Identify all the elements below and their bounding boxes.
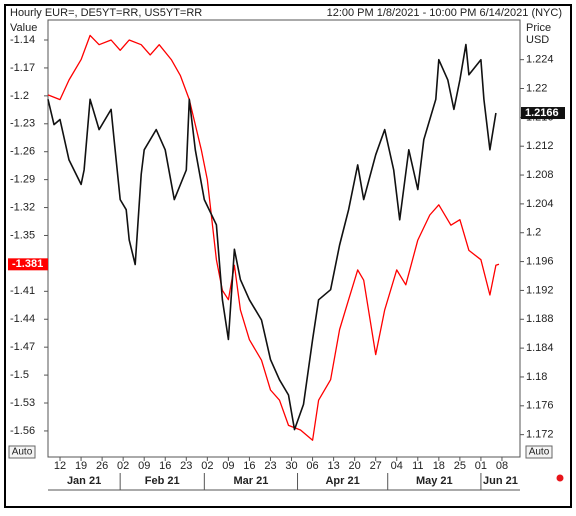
y2-tick-label: 1.188 [526, 313, 554, 325]
x-tick-label: 06 [306, 460, 318, 472]
y2-tick-label: 1.22 [526, 82, 547, 94]
chart-title: Hourly EUR=, DE5YT=RR, US5YT=RR [10, 7, 202, 19]
y-tick-label: -1.32 [10, 201, 35, 213]
y-axis-label: Value [10, 22, 37, 34]
y2-tick-label: 1.184 [526, 342, 554, 354]
chart-subtitle: 12:00 PM 1/8/2021 - 10:00 PM 6/14/2021 (… [327, 7, 562, 19]
y-tick-label: -1.23 [10, 118, 35, 130]
y-tick-label: -1.35 [10, 229, 35, 241]
last-value-tag: 1.2166 [521, 107, 565, 120]
series-line [47, 34, 500, 441]
x-tick-label: 02 [201, 460, 213, 472]
y2-tick-label: 1.196 [526, 255, 554, 267]
status-dot [556, 474, 564, 482]
last-value-label: 1.2166 [525, 107, 559, 119]
auto-button-label[interactable]: Auto [12, 447, 33, 458]
series-line [47, 43, 497, 431]
x-group-label: Feb 21 [145, 475, 180, 487]
x-tick-label: 27 [370, 460, 382, 472]
auto-button[interactable]: Auto [525, 445, 553, 459]
x-tick-label: 01 [475, 460, 487, 472]
x-group-label: Mar 21 [234, 475, 269, 487]
last-value-label: -1.381 [12, 258, 43, 270]
x-group-label: May 21 [416, 475, 453, 487]
y2-tick-label: 1.18 [526, 371, 547, 383]
y2-tick-label: 1.2 [526, 227, 541, 239]
y-tick-label: -1.44 [10, 313, 35, 325]
x-group-label: Jan 21 [67, 475, 101, 487]
x-tick-label: 16 [243, 460, 255, 472]
y-tick-label: -1.2 [10, 90, 29, 102]
plot-area [47, 19, 521, 458]
y2-tick-label: 1.224 [526, 54, 554, 66]
y-tick-label: -1.17 [10, 62, 35, 74]
x-tick-label: 08 [496, 460, 508, 472]
y2-tick-label: 1.212 [526, 140, 554, 152]
x-tick-label: 23 [264, 460, 276, 472]
x-tick-label: 13 [327, 460, 339, 472]
x-tick-label: 30 [285, 460, 297, 472]
y-tick-label: -1.41 [10, 285, 35, 297]
last-value-box [8, 258, 48, 271]
x-tick-label: 26 [96, 460, 108, 472]
x-tick-label: 20 [349, 460, 361, 472]
x-tick-label: 11 [412, 460, 423, 472]
frame [4, 4, 572, 508]
x-group-label: Apr 21 [325, 475, 359, 487]
y-tick-label: -1.47 [10, 341, 35, 353]
y2-axis-label: USD [526, 34, 549, 46]
auto-button-label[interactable]: Auto [529, 447, 550, 458]
x-tick-label: 19 [75, 460, 87, 472]
y2-tick-label: 1.172 [526, 429, 554, 441]
y-tick-label: -1.56 [10, 425, 35, 437]
x-tick-label: 12 [54, 460, 66, 472]
x-tick-label: 16 [159, 460, 171, 472]
x-group-label: Jun 21 [483, 475, 518, 487]
y2-tick-label: 1.208 [526, 169, 554, 181]
auto-button[interactable]: Auto [8, 445, 36, 459]
y2-tick-label: 1.204 [526, 198, 554, 210]
y-tick-label: -1.5 [10, 369, 29, 381]
x-tick-label: 04 [391, 460, 403, 472]
y-tick-label: -1.29 [10, 174, 35, 186]
y-tick-label: -1.26 [10, 146, 35, 158]
y-tick-label: -1.14 [10, 34, 35, 46]
x-tick-label: 25 [454, 460, 466, 472]
x-tick-label: 09 [222, 460, 234, 472]
x-tick-label: 09 [138, 460, 150, 472]
x-tick-label: 18 [433, 460, 445, 472]
last-value-tag: -1.381 [8, 258, 48, 271]
y2-tick-label: 1.176 [526, 400, 554, 412]
x-tick-label: 23 [180, 460, 192, 472]
last-value-box [521, 107, 565, 120]
x-tick-label: 02 [117, 460, 129, 472]
y2-tick-label: 1.192 [526, 284, 554, 296]
y2-axis-label: Price [526, 22, 551, 34]
y-tick-label: -1.53 [10, 397, 35, 409]
